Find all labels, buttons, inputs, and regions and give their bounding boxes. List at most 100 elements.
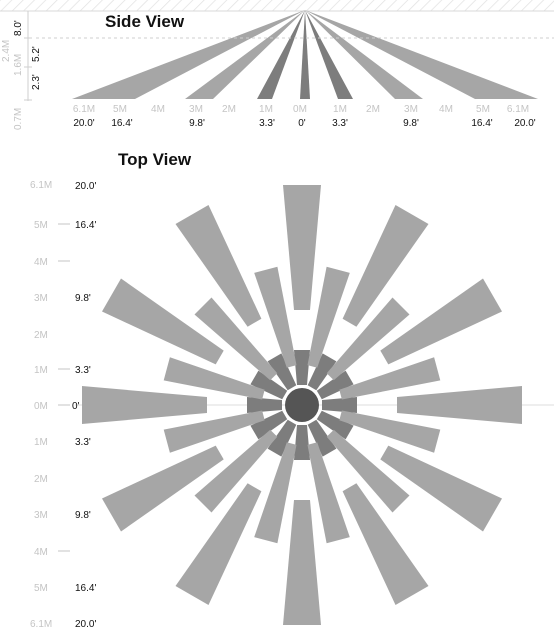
side-beam	[72, 10, 305, 99]
top-meter-label: 2M	[34, 330, 48, 341]
detection-zone	[326, 429, 410, 513]
detection-zone	[339, 410, 441, 453]
side-feet-label: 16.4'	[111, 118, 132, 129]
side-meter-label: 2M	[222, 104, 236, 115]
side-view-title: Side View	[105, 12, 185, 31]
detection-zone	[380, 445, 502, 532]
top-meter-label: 1M	[34, 365, 48, 376]
top-meter-label: 6.1M	[30, 180, 52, 191]
top-meter-label: 6.1M	[30, 619, 52, 630]
top-meter-label: 4M	[34, 257, 48, 268]
side-beam	[305, 10, 423, 99]
detection-zone	[82, 386, 207, 424]
side-feet-label: 3.3'	[332, 118, 348, 129]
top-feet-label: 9.8'	[75, 293, 91, 304]
detection-zone	[307, 442, 350, 544]
detection-zone	[342, 205, 429, 327]
side-view-beams	[72, 10, 538, 99]
side-meter-label: 3M	[404, 104, 418, 115]
side-meter-label: 0M	[293, 104, 307, 115]
detection-zone	[163, 410, 265, 453]
side-meter-label: 6.1M	[507, 104, 529, 115]
height-label-2ft: 2.3'	[31, 74, 42, 90]
side-meter-label: 5M	[113, 104, 127, 115]
detection-zone	[163, 357, 265, 400]
side-view: Side View 8.0' 5.2' 2.3' 2.4M 1.6M 0.7M	[1, 10, 554, 130]
detection-zone	[316, 410, 354, 440]
top-feet-label: 3.3'	[75, 365, 91, 376]
detection-zone	[283, 185, 321, 310]
detection-zone	[380, 278, 502, 365]
top-meter-label: 4M	[34, 547, 48, 558]
side-meter-labels: 6.1M 5M 4M 3M 2M 1M 0M 1M 2M 3M 4M 5M 6.…	[73, 104, 529, 115]
side-feet-label: 20.0'	[514, 118, 535, 129]
top-meter-label: 3M	[34, 293, 48, 304]
side-meter-label: 1M	[333, 104, 347, 115]
height-label-2m: 2.4M	[1, 40, 12, 62]
side-beam	[305, 10, 353, 99]
detection-zone	[254, 266, 297, 368]
detection-zone	[194, 429, 278, 513]
top-feet-label: 20.0'	[75, 181, 96, 192]
height-label-1m: 1.6M	[13, 54, 24, 76]
detection-zone	[102, 445, 224, 532]
side-meter-label: 5M	[476, 104, 490, 115]
detection-zone	[307, 353, 337, 391]
detection-zone	[250, 410, 288, 440]
detection-zone	[247, 397, 282, 413]
side-feet-label: 20.0'	[73, 118, 94, 129]
side-meter-label: 3M	[189, 104, 203, 115]
top-view: Top View 6.1M 5M 4M 3M 2M 1M 0M 1M 2M 3M…	[30, 150, 554, 630]
detection-zone	[339, 357, 441, 400]
ceiling-hatch	[0, 0, 554, 11]
detection-zone	[175, 483, 262, 605]
top-meter-labels: 6.1M 5M 4M 3M 2M 1M 0M 1M 2M 3M 4M 5M 6.…	[30, 180, 52, 630]
height-label-5ft: 5.2'	[31, 46, 42, 62]
top-meter-label: 3M	[34, 510, 48, 521]
detection-zone	[316, 370, 354, 400]
detection-zone	[194, 297, 278, 381]
top-meter-label: 5M	[34, 220, 48, 231]
side-feet-label: 9.8'	[403, 118, 419, 129]
top-feet-label: 16.4'	[75, 220, 96, 231]
top-feet-label: 9.8'	[75, 510, 91, 521]
side-meter-label: 4M	[151, 104, 165, 115]
detection-zone	[102, 278, 224, 365]
sensor-center	[285, 388, 319, 422]
detection-zone	[326, 297, 410, 381]
detection-zone	[175, 205, 262, 327]
top-feet-label: 0'	[72, 401, 80, 412]
side-meter-label: 1M	[259, 104, 273, 115]
side-meter-label: 6.1M	[73, 104, 95, 115]
detection-zone	[267, 419, 297, 457]
detection-zone	[267, 353, 297, 391]
top-meter-label: 5M	[34, 583, 48, 594]
side-beam	[300, 10, 310, 99]
side-feet-labels: 20.0' 16.4' 9.8' 3.3' 0' 3.3' 9.8' 16.4'…	[73, 118, 535, 129]
top-meter-label: 0M	[34, 401, 48, 412]
side-height-scale: 8.0' 5.2' 2.3' 2.4M 1.6M 0.7M	[1, 11, 42, 130]
detection-zone	[294, 425, 310, 460]
side-feet-label: 9.8'	[189, 118, 205, 129]
detection-zone	[397, 386, 522, 424]
side-feet-label: 0'	[298, 118, 306, 129]
height-label-8ft: 8.0'	[13, 20, 24, 36]
detection-zone	[283, 500, 321, 625]
detection-zone	[307, 419, 337, 457]
top-feet-labels: 20.0' 16.4' 9.8' 3.3' 0' 3.3' 9.8' 16.4'…	[72, 181, 96, 630]
detection-zone	[322, 397, 357, 413]
side-feet-label: 16.4'	[471, 118, 492, 129]
side-feet-label: 3.3'	[259, 118, 275, 129]
detection-zone	[307, 266, 350, 368]
side-meter-label: 4M	[439, 104, 453, 115]
detection-zone	[250, 370, 288, 400]
top-view-title: Top View	[118, 150, 192, 169]
top-feet-label: 20.0'	[75, 619, 96, 630]
detection-zone	[294, 350, 310, 385]
detection-zone	[342, 483, 429, 605]
side-beam	[185, 10, 305, 99]
top-meter-label: 1M	[34, 437, 48, 448]
top-feet-label: 3.3'	[75, 437, 91, 448]
detection-zone	[254, 442, 297, 544]
top-feet-label: 16.4'	[75, 583, 96, 594]
